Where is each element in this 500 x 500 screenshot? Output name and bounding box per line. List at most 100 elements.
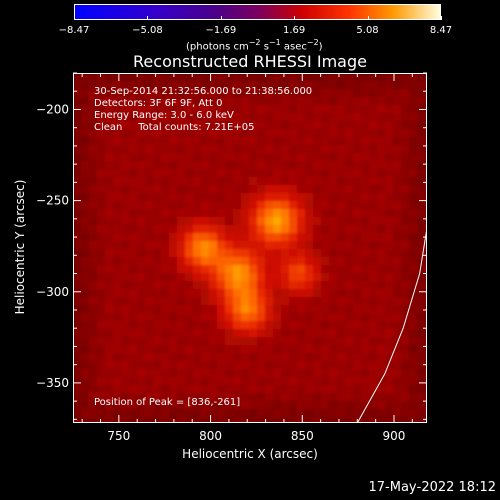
heatmap-cell — [233, 73, 242, 82]
heatmap-cell — [153, 241, 162, 250]
heatmap-cell — [249, 209, 258, 218]
heatmap-cell — [337, 177, 346, 186]
heatmap-cell — [345, 297, 354, 306]
heatmap-cell — [377, 73, 386, 82]
heatmap-cell — [361, 161, 370, 170]
heatmap-cell — [193, 329, 202, 338]
heatmap-cell — [97, 89, 106, 98]
heatmap-cell — [385, 401, 394, 410]
heatmap-cell — [129, 257, 138, 266]
heatmap-cell — [313, 241, 322, 250]
heatmap-cell — [369, 73, 378, 82]
heatmap-cell — [417, 177, 426, 186]
heatmap-cell — [289, 233, 298, 242]
heatmap-cell — [289, 401, 298, 410]
heatmap-cell — [369, 393, 378, 402]
heatmap-cell — [105, 289, 114, 298]
heatmap-cell — [201, 289, 210, 298]
heatmap-cell — [345, 217, 354, 226]
heatmap-cell — [233, 201, 242, 210]
heatmap-cell — [377, 217, 386, 226]
heatmap-cell — [281, 169, 290, 178]
heatmap-cell — [89, 353, 98, 362]
heatmap-cell — [417, 97, 426, 106]
heatmap-cell — [337, 217, 346, 226]
heatmap-cell — [305, 177, 314, 186]
heatmap-cell — [233, 417, 242, 423]
heatmap-cell — [249, 97, 258, 106]
heatmap-cell — [257, 369, 266, 378]
heatmap-cell — [337, 241, 346, 250]
heatmap-cell — [257, 417, 266, 423]
heatmap-cell — [129, 385, 138, 394]
heatmap-cell — [97, 337, 106, 346]
heatmap-cell — [137, 233, 146, 242]
heatmap-cell — [137, 297, 146, 306]
heatmap-cell — [145, 241, 154, 250]
heatmap-cell — [121, 161, 130, 170]
heatmap-cell — [161, 249, 170, 258]
heatmap-cell — [281, 209, 290, 218]
heatmap-cell — [265, 249, 274, 258]
heatmap-cell — [361, 273, 370, 282]
heatmap-cell — [385, 305, 394, 314]
heatmap-cell — [401, 313, 410, 322]
heatmap-cell — [193, 345, 202, 354]
heatmap-cell — [89, 185, 98, 194]
heatmap-cell — [89, 345, 98, 354]
heatmap-cell — [193, 313, 202, 322]
heatmap-cell — [161, 233, 170, 242]
heatmap-cell — [281, 129, 290, 138]
heatmap-cell — [161, 145, 170, 154]
heatmap-cell — [177, 409, 186, 418]
heatmap-cell — [185, 233, 194, 242]
heatmap-cell — [321, 265, 330, 274]
heatmap-cell — [73, 385, 82, 394]
heatmap-cell — [345, 305, 354, 314]
heatmap-cell — [313, 89, 322, 98]
heatmap-cell — [241, 273, 250, 282]
heatmap-cell — [401, 185, 410, 194]
heatmap-cell — [209, 201, 218, 210]
heatmap-cell — [161, 377, 170, 386]
heatmap-cell — [137, 265, 146, 274]
heatmap-cell — [385, 297, 394, 306]
heatmap-cell — [97, 329, 106, 338]
heatmap-cell — [409, 185, 418, 194]
heatmap-cell — [113, 313, 122, 322]
heatmap-cell — [153, 345, 162, 354]
heatmap-cell — [105, 217, 114, 226]
heatmap-cell — [353, 217, 362, 226]
heatmap-cell — [401, 289, 410, 298]
heatmap-cell — [233, 409, 242, 418]
heatmap-cell — [145, 217, 154, 226]
y-tick-label: −200 — [36, 102, 69, 116]
heatmap-cell — [385, 377, 394, 386]
heatmap-cell — [225, 257, 234, 266]
heatmap-cell — [113, 73, 122, 82]
heatmap-cell — [281, 305, 290, 314]
heatmap-cell — [337, 145, 346, 154]
heatmap-cell — [369, 129, 378, 138]
heatmap-cell — [209, 345, 218, 354]
heatmap-cell — [161, 193, 170, 202]
heatmap-cell — [257, 289, 266, 298]
heatmap-cell — [145, 289, 154, 298]
heatmap-cell — [345, 121, 354, 130]
heatmap-cell — [385, 145, 394, 154]
heatmap-cell — [369, 377, 378, 386]
heatmap-cell — [385, 193, 394, 202]
heatmap-cell — [169, 153, 178, 162]
heatmap-cell — [369, 369, 378, 378]
heatmap-cell — [241, 321, 250, 330]
heatmap-cell — [185, 129, 194, 138]
heatmap-cell — [73, 361, 82, 370]
heatmap-cell — [81, 81, 90, 90]
heatmap-cell — [225, 217, 234, 226]
heatmap-cell — [89, 193, 98, 202]
heatmap-cell — [217, 273, 226, 282]
heatmap-cell — [161, 121, 170, 130]
heatmap-cell — [265, 121, 274, 130]
heatmap-cell — [201, 137, 210, 146]
heatmap-cell — [289, 89, 298, 98]
